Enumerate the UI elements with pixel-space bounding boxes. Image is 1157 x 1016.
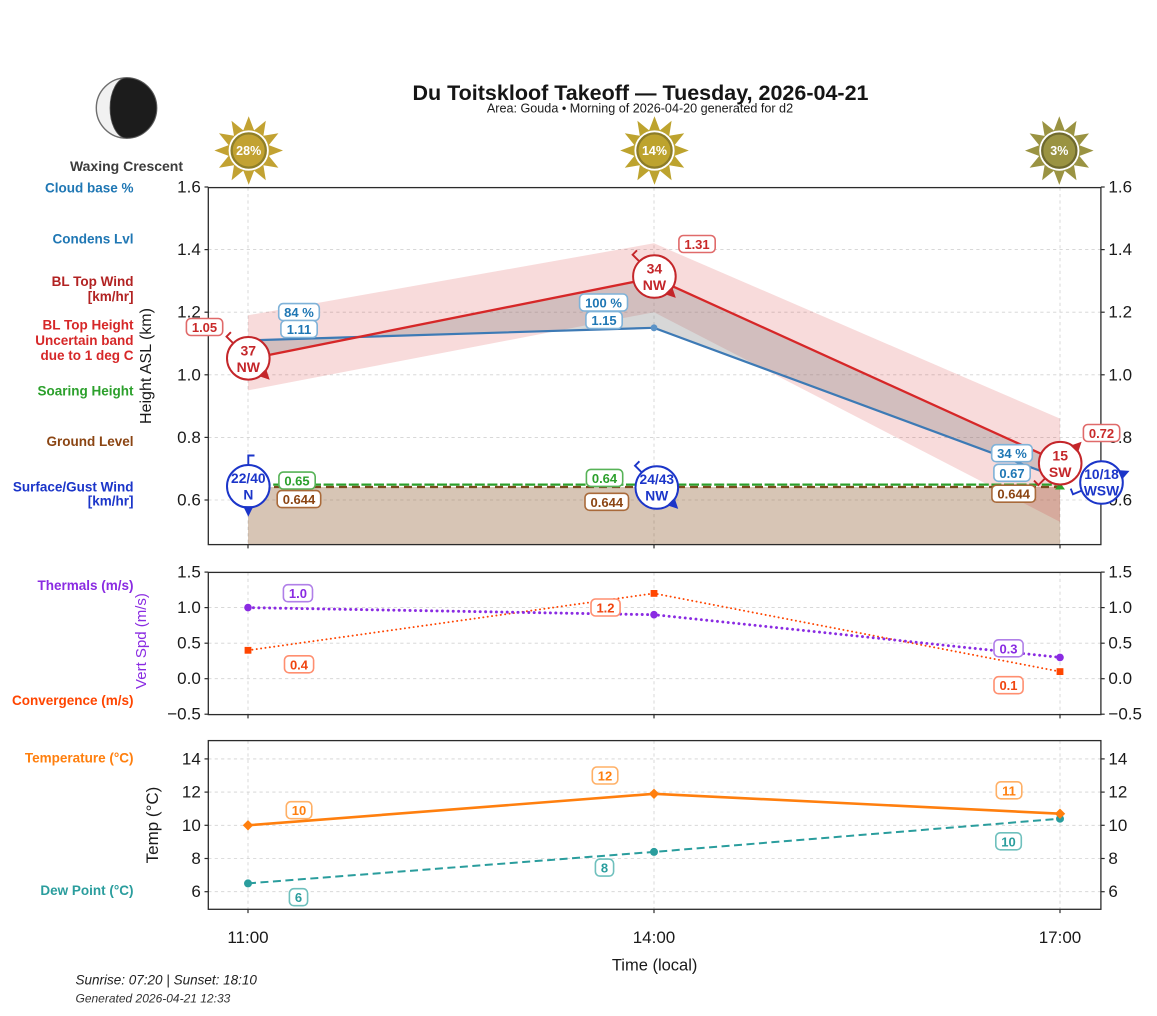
svg-text:due to 1 deg C: due to 1 deg C: [40, 348, 133, 363]
svg-text:12: 12: [598, 769, 612, 784]
svg-text:Du Toitskloof Takeoff — Tuesda: Du Toitskloof Takeoff — Tuesday, 2026-04…: [413, 81, 869, 105]
svg-text:14: 14: [182, 749, 201, 768]
svg-text:Condens Lvl: Condens Lvl: [52, 232, 133, 247]
svg-text:37: 37: [241, 343, 257, 359]
svg-text:0.6: 0.6: [177, 491, 201, 510]
svg-text:28%: 28%: [236, 144, 261, 158]
svg-text:Ground Level: Ground Level: [46, 434, 133, 449]
svg-text:BL Top Wind: BL Top Wind: [52, 274, 134, 289]
svg-text:1.05: 1.05: [192, 320, 217, 335]
svg-text:14: 14: [1108, 749, 1127, 768]
svg-text:−0.5: −0.5: [1108, 705, 1142, 724]
svg-text:Waxing Crescent: Waxing Crescent: [70, 158, 183, 174]
svg-text:11: 11: [1002, 783, 1016, 798]
svg-text:10: 10: [1001, 834, 1015, 849]
svg-text:Temperature (°C): Temperature (°C): [25, 751, 134, 766]
svg-text:SW: SW: [1049, 464, 1072, 480]
svg-text:Uncertain band: Uncertain band: [35, 333, 133, 348]
svg-text:NW: NW: [645, 489, 669, 504]
svg-text:Dew Point (°C): Dew Point (°C): [40, 883, 133, 898]
svg-text:10: 10: [292, 803, 306, 818]
svg-text:NW: NW: [237, 359, 261, 375]
svg-text:6: 6: [1108, 882, 1117, 901]
svg-text:Thermals (m/s): Thermals (m/s): [37, 578, 133, 593]
svg-text:0.65: 0.65: [284, 474, 309, 489]
svg-text:[km/hr]: [km/hr]: [88, 494, 134, 509]
svg-text:0.64: 0.64: [592, 471, 618, 486]
svg-text:[km/hr]: [km/hr]: [88, 289, 134, 304]
svg-text:Temp (°C): Temp (°C): [143, 787, 162, 864]
svg-text:Convergence (m/s): Convergence (m/s): [12, 693, 134, 708]
svg-text:6: 6: [191, 882, 200, 901]
svg-text:1.31: 1.31: [684, 237, 709, 252]
svg-text:1.4: 1.4: [1108, 240, 1132, 259]
svg-text:Generated 2026-04-21 12:33: Generated 2026-04-21 12:33: [76, 992, 231, 1006]
svg-text:22/40: 22/40: [231, 471, 266, 486]
svg-text:34 %: 34 %: [997, 446, 1027, 461]
svg-text:10: 10: [182, 816, 201, 835]
svg-text:6: 6: [295, 890, 302, 905]
svg-text:0.1: 0.1: [999, 678, 1017, 693]
svg-text:0.67: 0.67: [999, 466, 1024, 481]
svg-text:Vert Spd (m/s): Vert Spd (m/s): [133, 593, 150, 689]
svg-text:0.644: 0.644: [283, 492, 316, 507]
svg-text:8: 8: [191, 849, 200, 868]
svg-text:1.6: 1.6: [177, 178, 201, 197]
svg-text:12: 12: [182, 783, 201, 802]
svg-text:1.5: 1.5: [1108, 563, 1132, 582]
svg-text:1.0: 1.0: [1108, 598, 1132, 617]
svg-text:0.0: 0.0: [1108, 669, 1132, 688]
svg-text:34: 34: [647, 261, 663, 277]
svg-text:Area: Gouda • Morning of 2026-: Area: Gouda • Morning of 2026-04-20 gene…: [487, 102, 793, 116]
svg-text:0.5: 0.5: [1108, 634, 1132, 653]
svg-text:24/43: 24/43: [640, 472, 675, 487]
svg-text:11:00: 11:00: [227, 928, 268, 947]
svg-text:14:00: 14:00: [633, 928, 676, 947]
svg-text:10/18: 10/18: [1084, 467, 1119, 482]
svg-text:Surface/Gust Wind: Surface/Gust Wind: [13, 480, 134, 495]
svg-text:N: N: [243, 487, 253, 502]
svg-text:0.3: 0.3: [999, 641, 1017, 656]
svg-text:1.6: 1.6: [1108, 178, 1132, 197]
svg-text:8: 8: [601, 861, 608, 876]
svg-text:1.2: 1.2: [596, 601, 614, 616]
svg-text:NW: NW: [643, 277, 667, 293]
svg-text:1.0: 1.0: [289, 586, 307, 601]
svg-text:WSW: WSW: [1084, 484, 1120, 499]
svg-text:14%: 14%: [642, 144, 667, 158]
svg-text:1.0: 1.0: [177, 365, 201, 384]
svg-text:10: 10: [1108, 816, 1127, 835]
svg-text:BL Top Height: BL Top Height: [43, 318, 134, 333]
svg-text:Cloud base %: Cloud base %: [45, 180, 134, 195]
svg-text:1.15: 1.15: [591, 313, 616, 328]
svg-text:0.0: 0.0: [177, 669, 201, 688]
svg-text:−0.5: −0.5: [167, 705, 201, 724]
svg-text:12: 12: [1108, 783, 1127, 802]
svg-text:15: 15: [1052, 447, 1068, 463]
svg-text:8: 8: [1108, 849, 1117, 868]
svg-text:1.5: 1.5: [177, 563, 201, 582]
svg-text:1.0: 1.0: [177, 598, 201, 617]
svg-text:1.2: 1.2: [1108, 303, 1132, 322]
svg-text:Sunrise: 07:20 | Sunset: 18:10: Sunrise: 07:20 | Sunset: 18:10: [76, 973, 258, 988]
svg-text:0.72: 0.72: [1089, 426, 1114, 441]
svg-text:1.4: 1.4: [177, 240, 201, 259]
svg-text:1.11: 1.11: [287, 322, 312, 337]
svg-text:0.644: 0.644: [997, 487, 1030, 502]
svg-text:0.644: 0.644: [591, 495, 624, 510]
svg-text:Time (local): Time (local): [612, 957, 698, 975]
svg-text:0.4: 0.4: [290, 657, 309, 672]
svg-text:3%: 3%: [1050, 144, 1068, 158]
svg-text:1.0: 1.0: [1108, 365, 1132, 384]
svg-text:Height ASL (km): Height ASL (km): [138, 308, 155, 424]
svg-text:17:00: 17:00: [1039, 928, 1082, 947]
svg-text:Soaring Height: Soaring Height: [37, 384, 134, 399]
svg-text:1.2: 1.2: [177, 303, 201, 322]
svg-text:0.5: 0.5: [177, 634, 201, 653]
svg-text:84 %: 84 %: [284, 305, 314, 320]
svg-text:100 %: 100 %: [585, 296, 622, 311]
svg-text:0.8: 0.8: [177, 428, 201, 447]
